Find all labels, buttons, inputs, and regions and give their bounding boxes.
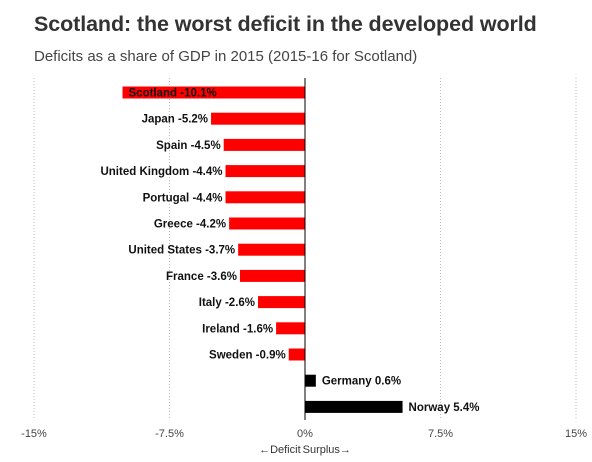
data-label: Portugal -4.4% xyxy=(143,192,223,204)
data-label: Spain -4.5% xyxy=(156,140,221,152)
data-label: Italy -2.6% xyxy=(199,297,255,309)
bar xyxy=(238,243,305,256)
bar xyxy=(305,374,316,387)
x-tick-label: 0% xyxy=(297,428,313,440)
bar xyxy=(211,112,305,125)
x-tick-label: 7.5% xyxy=(428,428,453,440)
x-axis-caption: ←Deficit Surplus→ xyxy=(0,444,592,456)
x-axis-label-deficit: ←Deficit xyxy=(259,444,301,456)
data-label: Scotland -10.1% xyxy=(129,88,217,100)
x-tick-label: 15% xyxy=(565,428,587,440)
chart-title: Scotland: the worst deficit in the devel… xyxy=(34,12,537,36)
x-tick-label: -15% xyxy=(21,428,47,440)
x-axis-label-surplus: Surplus→ xyxy=(302,444,351,456)
bar xyxy=(223,138,305,151)
bar xyxy=(122,86,305,99)
data-label: Norway 5.4% xyxy=(409,402,480,414)
bar xyxy=(305,400,403,413)
bar xyxy=(288,348,305,361)
data-label: Germany 0.6% xyxy=(322,376,401,388)
data-label: Sweden -0.9% xyxy=(209,350,286,362)
bar xyxy=(276,322,305,335)
data-label: United States -3.7% xyxy=(128,245,235,257)
bar xyxy=(225,191,305,204)
data-label: United Kingdom -4.4% xyxy=(100,166,222,178)
data-label: France -3.6% xyxy=(166,271,237,283)
bar xyxy=(258,296,305,309)
chart-subtitle: Deficits as a share of GDP in 2015 (2015… xyxy=(34,48,418,65)
bar xyxy=(225,165,305,178)
data-label: Greece -4.2% xyxy=(154,219,226,231)
data-label: Japan -5.2% xyxy=(142,114,208,126)
x-tick-label: -7.5% xyxy=(155,428,184,440)
bar xyxy=(239,269,305,282)
bar xyxy=(229,217,305,230)
data-label: Ireland -1.6% xyxy=(202,323,273,335)
